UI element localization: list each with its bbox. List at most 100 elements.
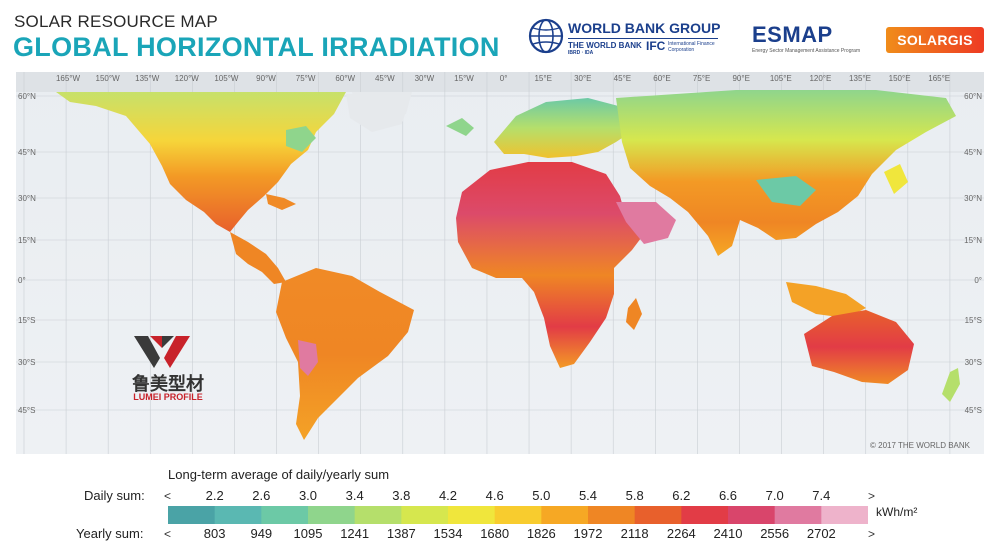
- latitude-label: 0°: [974, 276, 982, 285]
- asia: [616, 90, 956, 318]
- yearly-tick-label: 1680: [480, 526, 510, 541]
- daily-sum-label: Daily sum:: [84, 488, 145, 503]
- legend-swatch: [634, 506, 682, 524]
- longitude-label: 90°E: [732, 74, 749, 83]
- latitude-label: 30°S: [18, 358, 35, 367]
- longitude-label: 135°W: [135, 74, 160, 83]
- longitude-label: 75°E: [693, 74, 710, 83]
- latitude-label: 15°N: [964, 236, 982, 245]
- world-bank-logo: WORLD BANK GROUP THE WORLD BANK IBRD · I…: [528, 18, 728, 58]
- esmap-logo: ESMAP Energy Sector Management Assistanc…: [752, 22, 862, 56]
- legend-swatch: [774, 506, 822, 524]
- legend-swatch: [261, 506, 309, 524]
- latitude-label: 60°N: [964, 92, 982, 101]
- lumei-watermark: 鲁美型材 LUMEI PROFILE: [118, 334, 218, 406]
- yearly-tick-label: 1387: [386, 526, 416, 541]
- esmap-text: ESMAP: [752, 22, 833, 47]
- latitude-label: 0°: [18, 276, 26, 285]
- daily-tick-label: 3.0: [298, 488, 318, 503]
- longitude-label: 45°W: [375, 74, 395, 83]
- south-america: [276, 268, 414, 440]
- legend-swatch: [588, 506, 636, 524]
- copyright-text: © 2017 THE WORLD BANK: [870, 441, 970, 450]
- greenland: [352, 92, 412, 120]
- legend-swatch: [494, 506, 542, 524]
- legend-swatch: [541, 506, 589, 524]
- legend-swatch: [354, 506, 402, 524]
- latitude-label: 45°S: [965, 406, 982, 415]
- logo-divider: [568, 38, 718, 39]
- yearly-tick-label: 1826: [526, 526, 556, 541]
- longitude-label: 150°E: [889, 74, 911, 83]
- daily-tick-label: 5.8: [625, 488, 644, 503]
- legend-swatch: [821, 506, 868, 524]
- yearly-less-symbol: <: [164, 527, 172, 541]
- world-bank-sub: THE WORLD BANK: [568, 41, 642, 50]
- yearly-tick-label: 1241: [340, 526, 370, 541]
- daily-less-symbol: <: [164, 489, 172, 503]
- longitude-label: 165°W: [56, 74, 81, 83]
- watermark-english: LUMEI PROFILE: [133, 392, 203, 402]
- longitude-label: 45°E: [614, 74, 631, 83]
- longitude-label: 105°W: [214, 74, 239, 83]
- legend-color-bar: [168, 506, 868, 524]
- daily-tick-label: 7.0: [765, 488, 784, 503]
- longitude-label: 0°: [500, 74, 508, 83]
- latitude-label: 45°S: [18, 406, 35, 415]
- ifc-sub-text: International Finance Corporation: [668, 41, 715, 53]
- legend-swatch: [214, 506, 262, 524]
- longitude-label: 60°E: [653, 74, 670, 83]
- daily-tick-label: 3.8: [392, 488, 411, 503]
- daily-tick-label: 7.4: [812, 488, 831, 503]
- daily-tick-label: 4.2: [438, 488, 458, 503]
- latitude-label: 30°N: [964, 194, 982, 203]
- latitude-label: 15°N: [18, 236, 36, 245]
- longitude-label: 30°W: [415, 74, 435, 83]
- map-title: GLOBAL HORIZONTAL IRRADIATION: [13, 32, 500, 62]
- longitude-label: 135°E: [849, 74, 871, 83]
- yearly-sum-label: Yearly sum:: [76, 526, 144, 541]
- longitude-label: 150°W: [96, 74, 121, 83]
- yearly-tick-label: 2118: [620, 526, 649, 541]
- daily-tick-label: 2.2: [205, 488, 224, 503]
- latitude-label: 30°N: [18, 194, 36, 203]
- latitude-labels-left: 60°N 45°N 30°N 15°N 0° 15°S 30°S 45°S: [18, 92, 36, 415]
- yearly-tick-label: 2702: [806, 526, 836, 541]
- daily-tick-label: 3.4: [345, 488, 364, 503]
- legend-swatch: [728, 506, 776, 524]
- yearly-tick-label: 949: [250, 526, 273, 541]
- latitude-label: 30°S: [965, 358, 982, 367]
- yearly-tick-label: 1534: [433, 526, 463, 541]
- latitude-label: 15°S: [965, 316, 982, 325]
- daily-tick-label: 6.2: [672, 488, 691, 503]
- longitude-label: 120°W: [175, 74, 200, 83]
- daily-tick-label: 5.0: [532, 488, 551, 503]
- daily-tick-label: 4.6: [485, 488, 504, 503]
- longitude-label: 30°E: [574, 74, 591, 83]
- legend-swatch: [308, 506, 356, 524]
- legend-swatch: [448, 506, 496, 524]
- longitude-label: 75°W: [296, 74, 316, 83]
- africa: [456, 162, 676, 368]
- longitude-label: 60°W: [335, 74, 355, 83]
- world-bank-text: THE WORLD BANK IBRD · IDA: [568, 41, 642, 56]
- latitude-labels-right: 60°N 45°N 30°N 15°N 0° 15°S 30°S 45°S: [964, 92, 982, 415]
- yearly-more-symbol: >: [868, 527, 876, 541]
- globe-icon: [528, 18, 564, 54]
- longitude-label: 120°E: [809, 74, 831, 83]
- yearly-tick-label: 2264: [666, 526, 696, 541]
- longitude-label: 105°E: [770, 74, 792, 83]
- yearly-tick-label: 1095: [293, 526, 323, 541]
- yearly-tick-label: 2556: [760, 526, 790, 541]
- europe: [446, 98, 634, 158]
- lumei-logo-icon: [134, 336, 190, 368]
- longitude-label: 15°W: [454, 74, 474, 83]
- daily-tick-label: 5.4: [578, 488, 598, 503]
- legend-swatch: [681, 506, 729, 524]
- watermark-chinese: 鲁美型材: [132, 374, 204, 395]
- polar-band: [16, 72, 984, 92]
- yearly-tick-label: 803: [203, 526, 226, 541]
- yearly-tick-label: 2410: [713, 526, 743, 541]
- latitude-label: 45°N: [964, 148, 982, 157]
- latitude-label: 15°S: [18, 316, 35, 325]
